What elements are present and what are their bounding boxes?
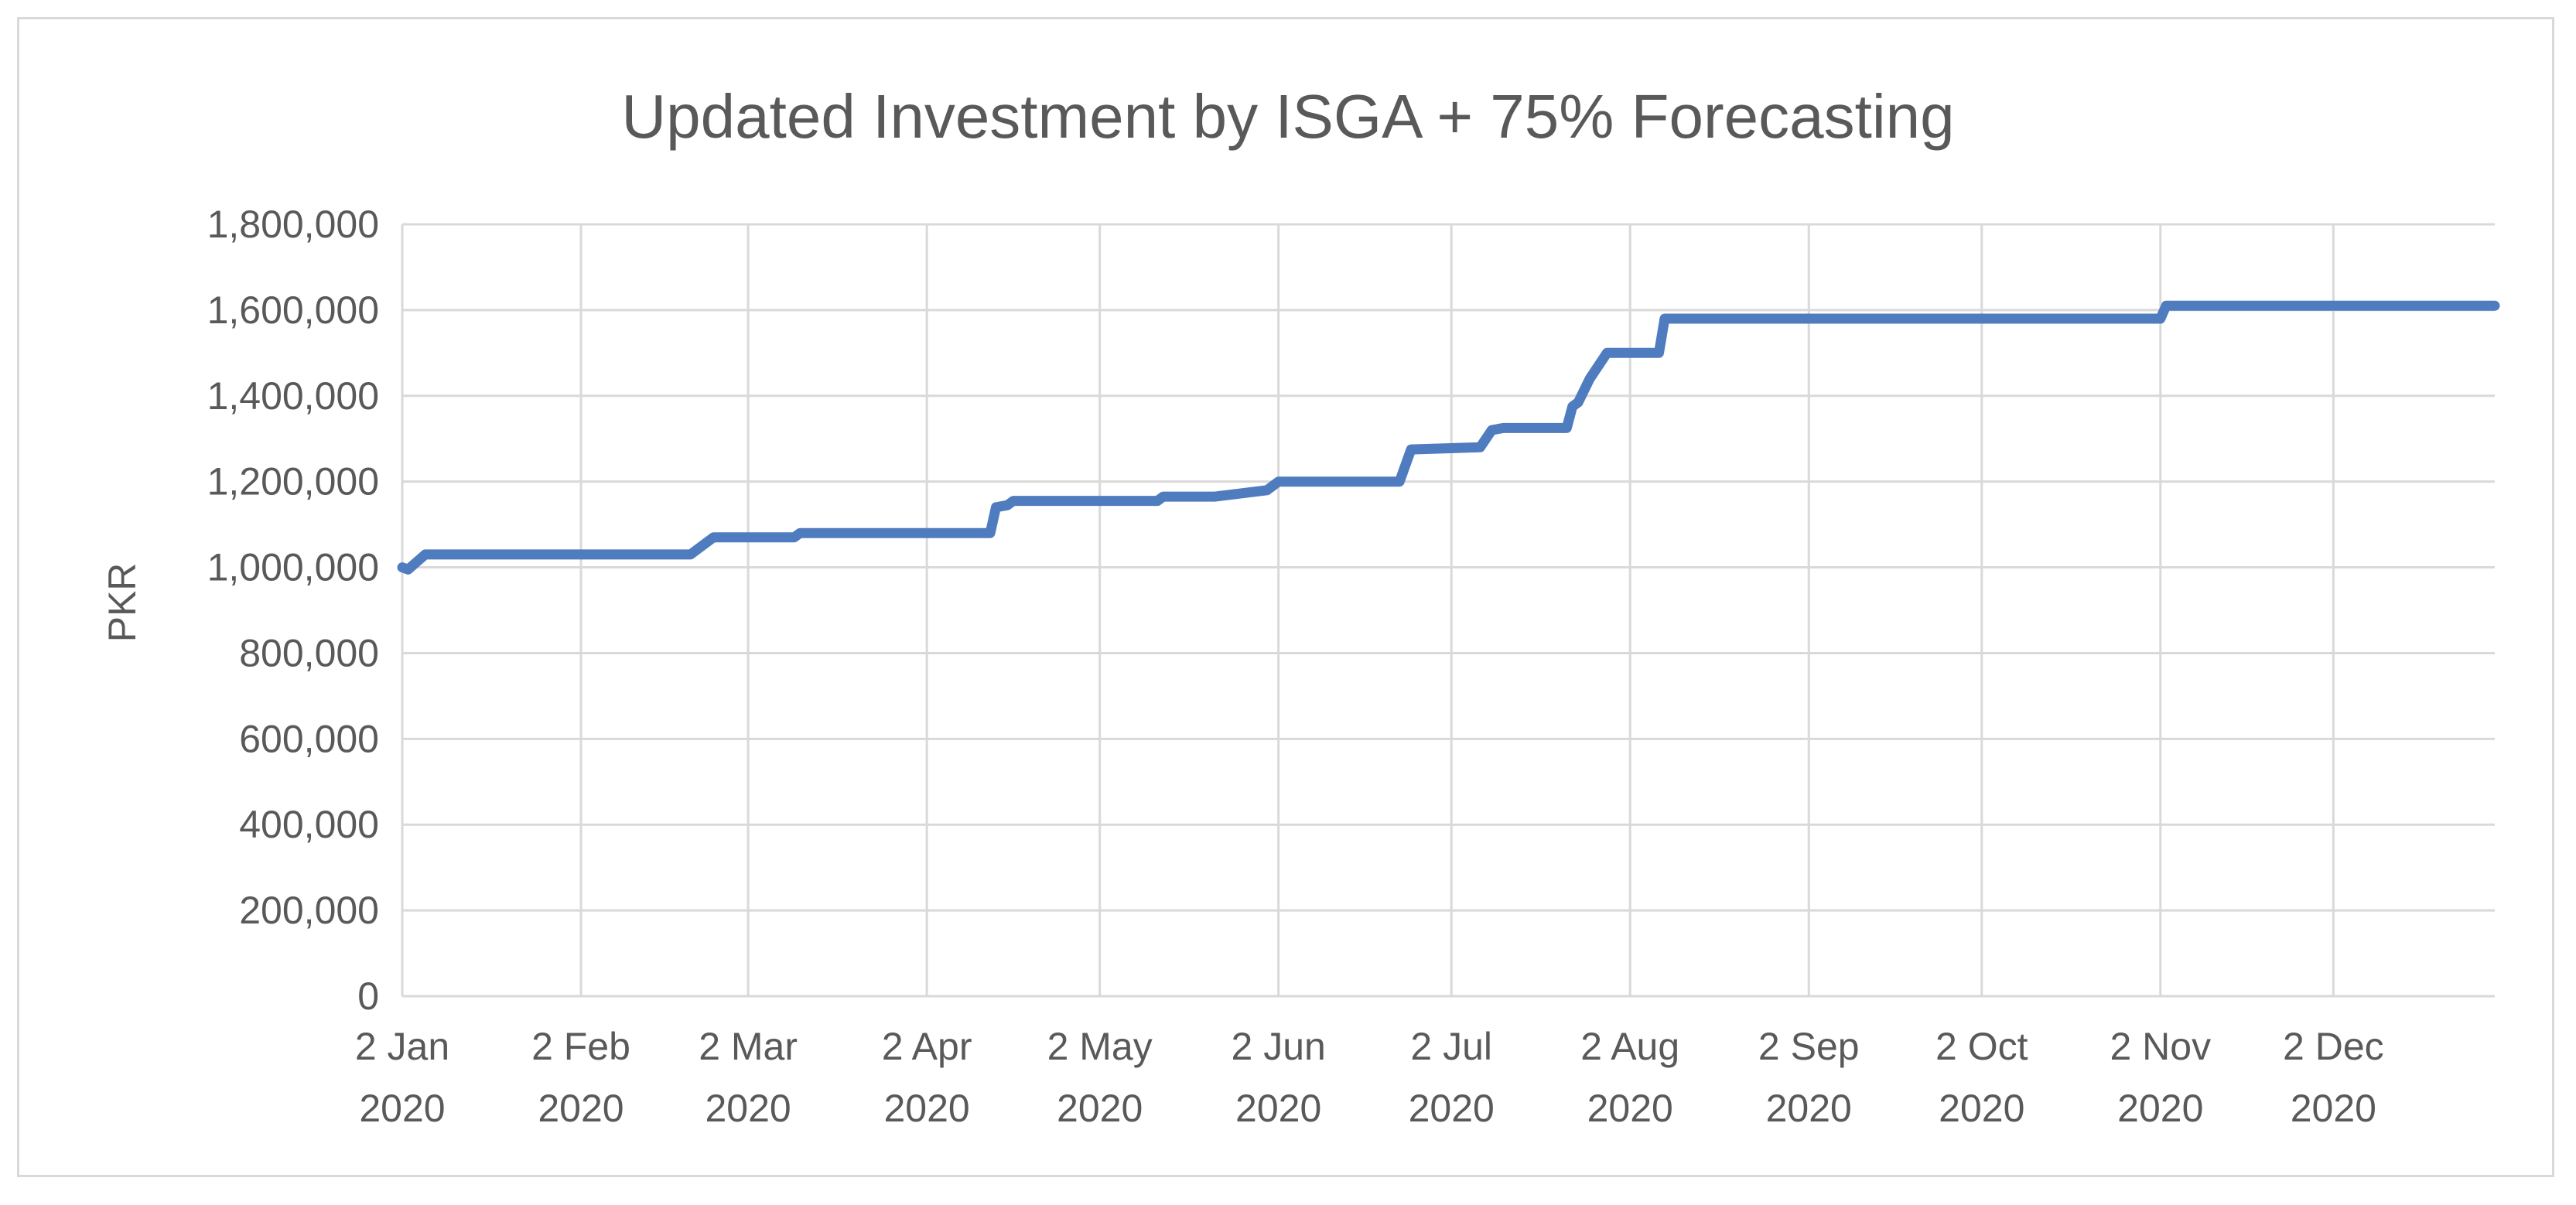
x-tick-label: 2 Aug [1580, 1025, 1679, 1068]
x-tick-label: 2 Feb [531, 1025, 630, 1068]
chart-frame [17, 17, 2554, 1177]
x-tick-year-label: 2020 [1939, 1087, 2024, 1130]
x-tick-label: 2 Mar [699, 1025, 798, 1068]
x-tick-year-label: 2020 [538, 1087, 624, 1130]
series-line [397, 300, 2500, 575]
x-tick-label: 2 Nov [2110, 1025, 2211, 1068]
x-tick-label: 2 Jul [1410, 1025, 1492, 1068]
x-axis-ticks: 2 Jan 2020 2 Feb 2020 2 Mar 2020 2 Apr 2020 2 Ma… [355, 1025, 2384, 1130]
y-tick-label: 1,800,000 [207, 203, 379, 246]
x-tick-year-label: 2020 [1057, 1087, 1143, 1130]
x-tick-label: 2 Jan [355, 1025, 449, 1068]
y-tick-label: 1,000,000 [207, 546, 379, 589]
chart-title: Updated Investment by ISGA + 75% Forecas… [621, 82, 1954, 151]
y-tick-label: 600,000 [239, 717, 379, 760]
y-tick-label: 400,000 [239, 803, 379, 846]
x-tick-label: 2 May [1047, 1025, 1153, 1068]
y-tick-label: 800,000 [239, 631, 379, 674]
x-tick-label: 2 Apr [882, 1025, 972, 1068]
y-axis-ticks: 0 200,000 400,000 600,000 800,000 1,000,000 1,… [207, 203, 379, 1018]
x-tick-year-label: 2020 [1409, 1087, 1495, 1130]
x-tick-year-label: 2020 [2291, 1087, 2376, 1130]
x-tick-year-label: 2020 [883, 1087, 969, 1130]
x-tick-year-label: 2020 [359, 1087, 445, 1130]
x-tick-year-label: 2020 [2117, 1087, 2203, 1130]
x-tick-label: 2 Dec [2283, 1025, 2384, 1068]
x-tick-label: 2 Oct [1935, 1025, 2028, 1068]
y-tick-label: 200,000 [239, 889, 379, 932]
y-tick-label: 0 [357, 975, 379, 1018]
x-tick-year-label: 2020 [705, 1087, 791, 1130]
y-tick-label: 1,600,000 [207, 288, 379, 332]
x-tick-label: 2 Jun [1232, 1025, 1326, 1068]
x-tick-year-label: 2020 [1587, 1087, 1673, 1130]
x-tick-year-label: 2020 [1235, 1087, 1321, 1130]
x-tick-year-label: 2020 [1766, 1087, 1852, 1130]
y-axis-label: PKR [101, 563, 144, 643]
y-tick-label: 1,400,000 [207, 374, 379, 418]
gridlines [401, 223, 2495, 996]
series-group [397, 300, 2500, 575]
x-tick-label: 2 Sep [1758, 1025, 1860, 1068]
y-tick-label: 1,200,000 [207, 460, 379, 504]
